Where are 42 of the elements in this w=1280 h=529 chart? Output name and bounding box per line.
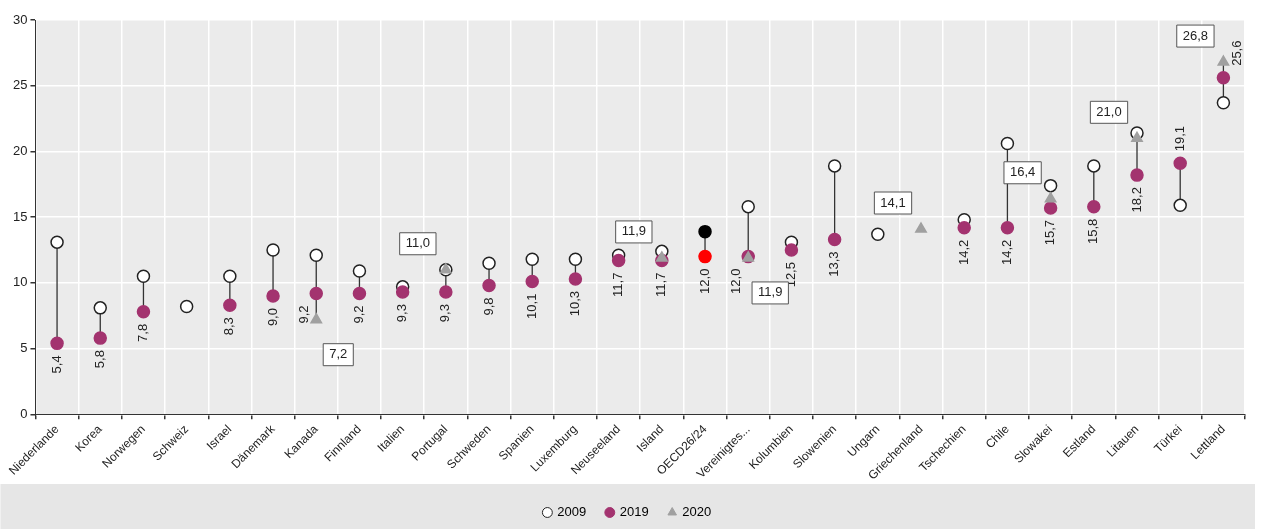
y-tick-label: 0 [20,405,28,421]
data-label: 9,3 [437,304,453,323]
data-label: 9,8 [480,297,496,316]
data-label: 9,2 [351,305,367,324]
legend-label: 2019 [619,504,649,520]
data-label: 25,6 [1228,40,1244,66]
data-label: 15,8 [1085,218,1101,244]
data-label: 5,4 [48,355,64,374]
legend-label: 2020 [682,504,712,520]
y-tick-label: 20 [12,143,28,159]
data-label: 10,1 [523,293,539,319]
data-label: 11,9 [621,223,646,239]
data-label: 12,0 [696,268,712,294]
data-label: 12,0 [727,268,743,294]
data-label: 14,2 [998,239,1014,265]
data-label: 11,7 [653,272,669,297]
data-label: 7,8 [135,323,151,342]
data-label: 14,2 [955,239,971,265]
data-label: 26,8 [1182,27,1209,43]
y-tick-label: 30 [12,11,28,27]
data-label: 9,2 [295,305,311,324]
data-label: 16,4 [1009,164,1036,180]
y-tick-label: 15 [12,208,28,224]
data-label: 21,0 [1096,103,1122,119]
data-label: 11,7 [610,272,626,297]
data-label: 8,3 [221,317,237,336]
data-label: 10,3 [567,290,583,317]
data-label: 11,9 [758,284,783,300]
y-tick-label: 5 [20,340,28,356]
data-label: 14,1 [880,194,906,210]
data-label: 9,0 [264,308,280,327]
data-label: 5,8 [91,350,107,369]
legend-label: 2009 [557,504,587,520]
data-label: 18,2 [1128,187,1144,213]
y-tick-label: 10 [12,274,28,290]
data-label: 11,0 [405,235,431,251]
data-label: 15,7 [1042,219,1058,246]
y-tick-label: 25 [12,77,28,93]
data-label: 9,3 [394,304,410,323]
data-label: 13,3 [826,251,842,277]
data-label: 19,1 [1171,125,1187,152]
data-label: 7,2 [329,346,348,362]
